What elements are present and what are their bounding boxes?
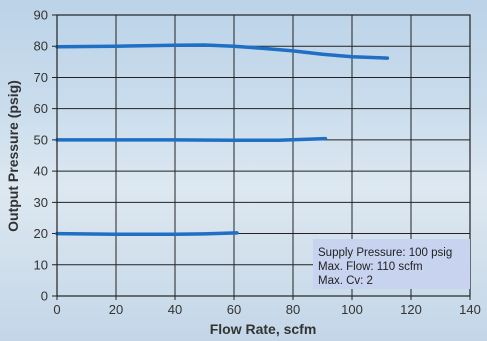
series-line-2 (55, 136, 328, 142)
y-axis-title: Output Pressure (psig) (5, 80, 21, 232)
x-tick-label-100: 100 (341, 302, 363, 317)
y-tick-label-0: 0 (41, 289, 48, 304)
annotation-background (313, 239, 470, 289)
y-tick-label-40: 40 (34, 164, 48, 179)
y-tick-label-10: 10 (34, 257, 48, 272)
x-tick-label-60: 60 (227, 302, 241, 317)
tick-layer: 0 20 40 60 80 100 120 140 0 10 20 30 40 50 60 70 80 90 (34, 8, 481, 318)
x-tick-label-0: 0 (53, 302, 60, 317)
y-tick-label-50: 50 (34, 132, 48, 147)
y-tick-label-20: 20 (34, 226, 48, 241)
series-line-3 (55, 231, 239, 236)
annotation-box: Supply Pressure: 100 psig Max. Flow: 110… (313, 239, 470, 289)
x-tick-label-40: 40 (168, 302, 182, 317)
annotation-line-cv: Max. Cv: 2 (318, 275, 373, 287)
plot-frame (56, 14, 471, 297)
annotation-line-flow: Max. Flow: 110 scfm (318, 261, 423, 273)
x-tick-label-120: 120 (400, 302, 422, 317)
series-layer (55, 43, 390, 236)
y-tick-label-30: 30 (34, 195, 48, 210)
series-line-1 (55, 43, 390, 60)
y-tick-label-90: 90 (34, 8, 48, 23)
x-tick-label-80: 80 (286, 302, 300, 317)
y-tick-label-70: 70 (34, 70, 48, 85)
y-tick-label-60: 60 (34, 101, 48, 116)
x-axis-title: Flow Rate, scfm (210, 321, 317, 337)
y-tick-label-80: 80 (34, 39, 48, 54)
annotation-line-supply: Supply Pressure: 100 psig (318, 247, 452, 259)
x-tick-label-140: 140 (459, 302, 481, 317)
x-tick-label-20: 20 (109, 302, 123, 317)
